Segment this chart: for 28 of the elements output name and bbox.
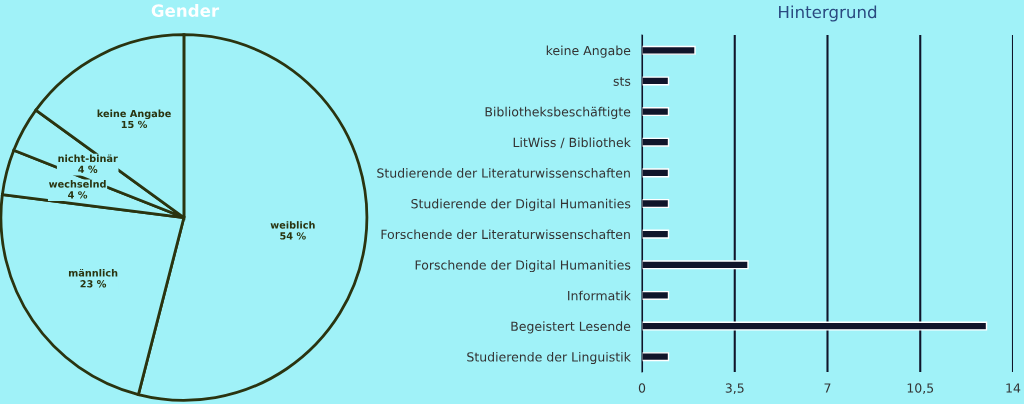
x-tick-label: 10,5: [907, 383, 934, 395]
y-tick-label: Studierende der Linguistik: [467, 351, 631, 365]
data-label: 23 %: [80, 280, 107, 288]
data-label: 4 %: [68, 191, 88, 199]
x-tick-label: 14: [1006, 383, 1021, 393]
data-label: 54 %: [280, 232, 306, 240]
slice-label: keine Angabe: [97, 109, 171, 120]
y-tick-label: sts: [613, 76, 631, 86]
y-tick-label: Forschende der Literaturwissenschaften: [381, 229, 630, 240]
data-label: 15 %: [121, 120, 148, 129]
slice-label: männlich: [68, 268, 118, 277]
x-tick-label: 3,5: [725, 383, 744, 395]
y-tick-label: Studierende der Literaturwissenschaften: [377, 168, 630, 178]
chart-title: Hintergrund: [779, 5, 877, 22]
y-tick-label: Begeistert Lesende: [511, 321, 631, 334]
y-tick-label: keine Angabe: [546, 45, 631, 58]
x-tick-label: 0: [638, 383, 646, 393]
y-tick-label: LitWiss / Bibliothek: [513, 137, 631, 149]
y-tick-label: Forschende der Digital Humanities: [415, 260, 631, 273]
slice-label: weiblich: [270, 221, 315, 229]
x-tick-label: 7: [824, 383, 831, 393]
data-label: 4 %: [78, 165, 98, 173]
y-tick-label: Bibliotheksbeschäftigte: [485, 106, 631, 119]
slice-label: nicht-binär: [58, 154, 118, 163]
slice-label: wechselnd: [48, 180, 106, 188]
chart-title: Gender: [151, 4, 220, 17]
y-tick-label: Studierende der Digital Humanities: [411, 198, 631, 211]
y-tick-label: Informatik: [568, 290, 631, 301]
